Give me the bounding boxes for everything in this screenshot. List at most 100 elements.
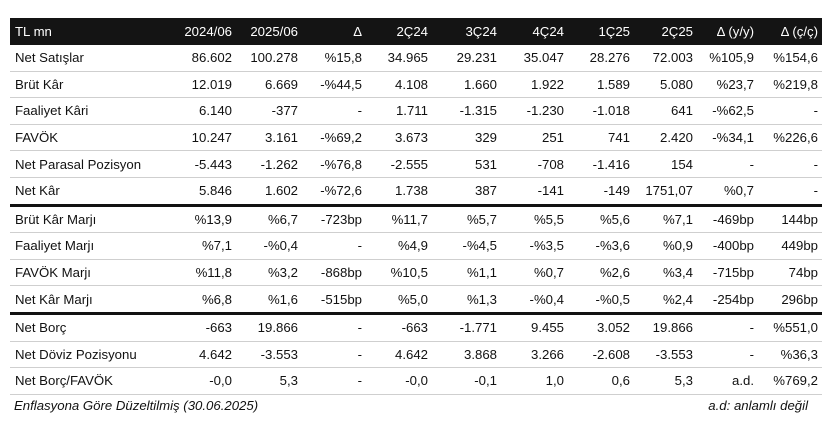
table-cell: -377 [236, 97, 302, 125]
table-cell: %0,7 [697, 177, 758, 207]
table-cell: -3.553 [236, 341, 302, 369]
table-cell: -400bp [697, 232, 758, 260]
table-cell: 6.140 [176, 97, 236, 125]
table-cell: -663 [176, 313, 236, 342]
table-row: Brüt Kâr Marjı %13,9 %6,7 -723bp %11,7 %5,7 %5… [10, 205, 822, 234]
table-cell: - [302, 367, 366, 395]
table-cell: %13,9 [176, 205, 236, 234]
table-cell: -0,0 [176, 367, 236, 395]
table-cell: 3.266 [501, 341, 568, 369]
table-cell: - [697, 313, 758, 342]
table-cell: 531 [432, 150, 501, 178]
table-cell: %0,7 [501, 259, 568, 287]
header-cell-2024-06: 2024/06 [184, 24, 232, 39]
table-cell: %154,6 [758, 45, 822, 72]
header-cell-delta-qoq: Δ (ç/ç) [780, 24, 818, 39]
table-cell: 251 [501, 124, 568, 152]
table-cell: %36,3 [758, 341, 822, 369]
table-cell: 144bp [758, 205, 822, 234]
header-cell-1q25: 1Ç25 [598, 24, 630, 39]
table-cell: %2,4 [634, 285, 697, 315]
table-cell: 6.669 [236, 71, 302, 99]
table-cell: %769,2 [758, 367, 822, 395]
financial-summary-table: TL mn 2024/06 2025/06 Δ 2Ç24 3Ç24 4Ç24 1… [10, 18, 822, 395]
table-cell: -469bp [697, 205, 758, 234]
header-cell-delta-yoy: Δ (y/y) [716, 24, 754, 39]
table-cell: - [302, 313, 366, 342]
row-label: Net Parasal Pozisyon [10, 150, 176, 178]
table-cell: 5.846 [176, 177, 236, 207]
row-label: Brüt Kâr [10, 71, 176, 99]
table-cell: - [302, 97, 366, 125]
table-cell: %5,6 [568, 205, 634, 234]
row-label: Net Borç/FAVÖK [10, 367, 176, 395]
table-cell: 28.276 [568, 45, 634, 72]
table-row: Faaliyet Marjı %7,1 -%0,4- %4,9 -%4,5 -%3,5 -%… [10, 232, 822, 260]
table-cell: %7,1 [176, 232, 236, 260]
table-row: Faaliyet Kâri 6.140 -377-1.711 -1.315 -1.230… [10, 97, 822, 125]
table-cell: - [758, 177, 822, 207]
table-header: TL mn 2024/06 2025/06 Δ 2Ç24 3Ç24 4Ç24 1… [10, 18, 822, 45]
table-footer: Enflasyona Göre Düzeltilmiş (30.06.2025)… [14, 398, 808, 413]
table-cell: %551,0 [758, 313, 822, 342]
table-cell: - [758, 97, 822, 125]
table-row: Net Döviz Pozisyonu 4.642 -3.553-4.642 3.86… [10, 341, 822, 369]
table-cell: 86.602 [176, 45, 236, 72]
table-row: Net Satışlar 86.602 100.278 %15,8 34.965 29.2… [10, 45, 822, 72]
table-cell: 4.642 [366, 341, 432, 369]
table-row: Net Borç -663 19.866- -663 -1.771 9.455 3.052 1… [10, 313, 822, 342]
table-cell: 4.642 [176, 341, 236, 369]
table-cell: 449bp [758, 232, 822, 260]
table-cell: -663 [366, 313, 432, 342]
table-cell: -1.018 [568, 97, 634, 125]
footnote-inflation-adjusted: Enflasyona Göre Düzeltilmiş (30.06.2025) [14, 398, 259, 413]
table-cell: -1.771 [432, 313, 501, 342]
table-cell: 1.602 [236, 177, 302, 207]
table-row: Net Parasal Pozisyon -5.443 -1.262 -%76,8 -2… [10, 150, 822, 178]
table-cell: 10.247 [176, 124, 236, 152]
row-label: Net Döviz Pozisyonu [10, 341, 176, 369]
table-cell: %1,1 [432, 259, 501, 287]
table-cell: 1,0 [501, 367, 568, 395]
table-cell: 100.278 [236, 45, 302, 72]
table-cell: %6,7 [236, 205, 302, 234]
table-cell: %1,6 [236, 285, 302, 315]
table-cell: -%76,8 [302, 150, 366, 178]
header-cell-2025-06: 2025/06 [250, 24, 298, 39]
table-row: Net Kâr Marjı %6,8 %1,6 -515bp %5,0 %1,3 -%0,4… [10, 285, 822, 315]
table-cell: 5.080 [634, 71, 697, 99]
header-cell-2q24: 2Ç24 [396, 24, 428, 39]
table-cell: 741 [568, 124, 634, 152]
table-cell: -%3,5 [501, 232, 568, 260]
table-cell: 4.108 [366, 71, 432, 99]
table-cell: 154 [634, 150, 697, 178]
financial-table-container: TL mn 2024/06 2025/06 Δ 2Ç24 3Ç24 4Ç24 1… [10, 18, 822, 395]
table-cell: 19.866 [236, 313, 302, 342]
table-cell: -254bp [697, 285, 758, 315]
table-cell: -1.315 [432, 97, 501, 125]
table-cell: 1.922 [501, 71, 568, 99]
row-label: Net Borç [10, 313, 176, 342]
table-cell: -%0,4 [236, 232, 302, 260]
row-label: Faaliyet Kâri [10, 97, 176, 125]
row-label: Net Kâr [10, 177, 176, 207]
table-cell: 3.052 [568, 313, 634, 342]
table-cell: -%72,6 [302, 177, 366, 207]
table-cell: - [697, 341, 758, 369]
header-cell-delta: Δ [353, 24, 362, 39]
header-cell-4q24: 4Ç24 [532, 24, 564, 39]
row-label: Faaliyet Marjı [10, 232, 176, 260]
table-cell: 0,6 [568, 367, 634, 395]
table-cell: -%4,5 [432, 232, 501, 260]
table-cell: -2.608 [568, 341, 634, 369]
table-cell: 3.161 [236, 124, 302, 152]
table-cell: -%0,5 [568, 285, 634, 315]
table-cell: 2.420 [634, 124, 697, 152]
row-label: FAVÖK [10, 124, 176, 152]
table-cell: 5,3 [634, 367, 697, 395]
table-row: FAVÖK 10.247 3.161 -%69,2 3.673 329 251 741 2.42… [10, 124, 822, 152]
table-cell: 74bp [758, 259, 822, 287]
table-cell: -3.553 [634, 341, 697, 369]
table-cell: -2.555 [366, 150, 432, 178]
table-cell: 5,3 [236, 367, 302, 395]
